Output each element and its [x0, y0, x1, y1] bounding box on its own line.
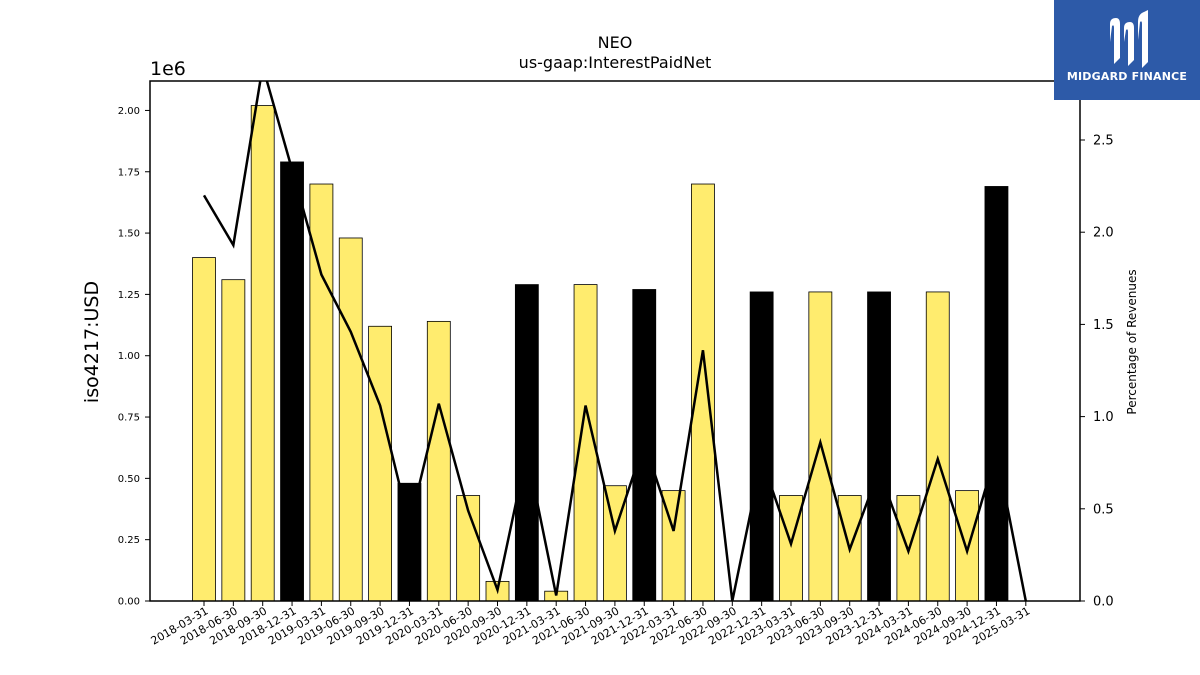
bar-2018-09-30 — [250, 105, 275, 602]
percentage-line — [202, 81, 1028, 601]
y2-tick-label: 2.0 — [1093, 226, 1114, 241]
bar-2024-12-31 — [984, 186, 1009, 602]
bar-2023-03-31 — [779, 495, 803, 602]
y-tick-label: 1.75 — [118, 167, 140, 178]
logo-text: MIDGARD FINANCE — [1066, 70, 1188, 83]
y-tick-label: 1.00 — [118, 351, 140, 362]
y2-tick-label: 0.0 — [1093, 595, 1114, 610]
bar-2018-03-31 — [192, 257, 216, 602]
y-tick-label: 1.25 — [118, 290, 140, 301]
y2-tick-label: 1.5 — [1093, 318, 1114, 333]
logo-mark-icon — [1110, 10, 1148, 68]
bar-2019-09-30 — [368, 325, 393, 602]
y-tick-label: 0.25 — [118, 535, 140, 546]
bar-2019-12-31 — [397, 482, 422, 602]
chart-subtitle: us-gaap:InterestPaidNet — [519, 53, 712, 72]
y2-axis-label: Percentage of Revenues — [1125, 269, 1139, 414]
bar-2022-12-31 — [749, 291, 774, 602]
y-tick-label: 1.50 — [118, 229, 140, 240]
y2-tick-label: 2.5 — [1093, 134, 1114, 149]
y2-tick-label: 0.5 — [1093, 502, 1114, 517]
bar-2023-12-31 — [867, 291, 891, 602]
chart-title: NEO — [598, 33, 633, 52]
bar-2020-03-31 — [426, 320, 451, 602]
bar-2020-12-31 — [514, 284, 539, 602]
y-axis-offset-label: 1e6 — [150, 58, 186, 80]
y-tick-label: 0.50 — [118, 474, 140, 485]
bar-2019-06-30 — [338, 237, 363, 602]
brand-logo: MIDGARD FINANCE — [1054, 0, 1200, 100]
y-tick-label: 2.00 — [118, 106, 140, 117]
y-tick-label: 0.00 — [118, 597, 140, 608]
bars-layer — [192, 105, 1009, 602]
bar-2024-06-30 — [925, 291, 950, 602]
bar-2024-09-30 — [955, 490, 979, 602]
y-axis-label: iso4217:USD — [81, 281, 103, 403]
y-tick-label: 0.75 — [118, 413, 140, 424]
line-layer — [202, 81, 1028, 601]
bar-2018-12-31 — [280, 161, 304, 602]
y2-tick-label: 1.0 — [1093, 410, 1114, 425]
bar-2018-06-30 — [221, 279, 246, 602]
